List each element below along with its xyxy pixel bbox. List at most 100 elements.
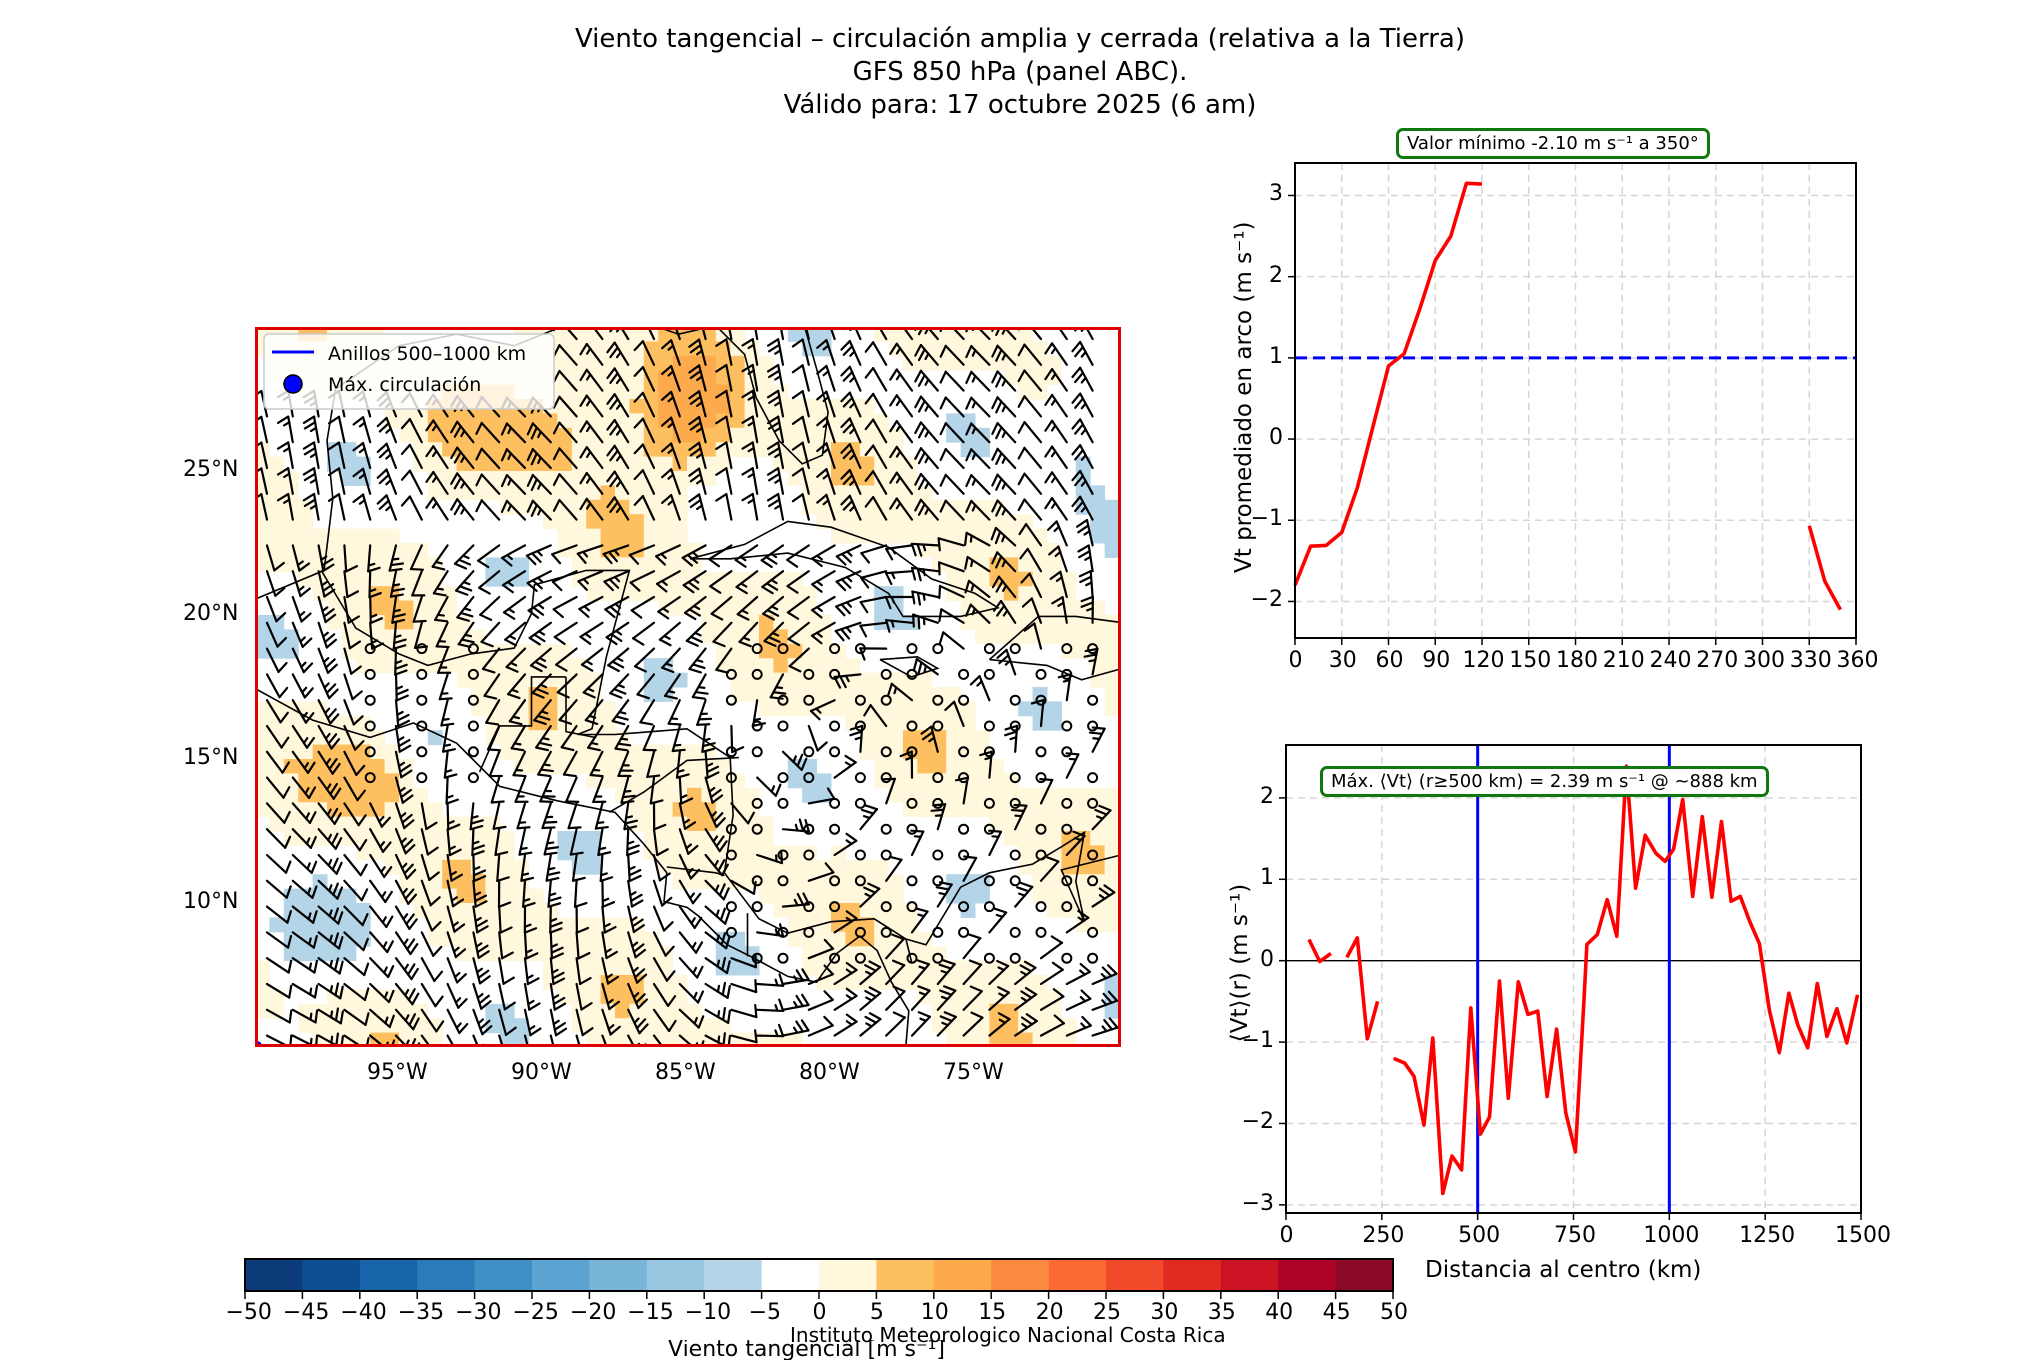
- colorbar-label: Viento tangencial [m s⁻¹]: [668, 1340, 946, 1360]
- y-tick-label: 2: [1269, 262, 1283, 288]
- x-tick-label: 210: [1602, 648, 1645, 673]
- lon-tick-75: 75°W: [943, 1060, 1004, 1085]
- colorbar-tick-label: −15: [627, 1300, 674, 1325]
- colorbar-tick-label: 5: [869, 1300, 884, 1325]
- lat-tick-20: 20°N: [183, 601, 239, 626]
- colorbar-cell: [876, 1259, 935, 1291]
- x-tick-label: 0: [1288, 648, 1303, 673]
- colorbar-tick-label: 25: [1093, 1300, 1121, 1325]
- y-tick-label: 1: [1269, 343, 1283, 369]
- lon-tick-95: 95°W: [367, 1060, 428, 1085]
- figure-title-line3: Válido para: 17 octubre 2025 (6 am): [783, 90, 1257, 120]
- colorbar-cell: [302, 1259, 361, 1291]
- series-line-segment-2: [1345, 936, 1380, 1041]
- arc-averaged-vt-chart: [1288, 162, 1857, 645]
- colorbar-tick-label: −25: [512, 1300, 559, 1325]
- colorbar-cell: [417, 1259, 476, 1291]
- lon-tick-80: 80°W: [799, 1060, 860, 1085]
- radial-vt-profile-chart: [1279, 744, 1862, 1220]
- colorbar-tick-label: −35: [397, 1300, 445, 1325]
- wind-barbs: [255, 327, 1119, 1047]
- x-tick-label: 250: [1362, 1223, 1405, 1248]
- colorbar-tick-label: −50: [225, 1300, 272, 1325]
- colorbar-tick-label: 50: [1380, 1300, 1408, 1325]
- colorbar-cell: [646, 1259, 705, 1291]
- x-tick-label: 180: [1556, 648, 1598, 673]
- x-tick-label: 60: [1375, 648, 1404, 673]
- map-frame: [255, 327, 1121, 1047]
- colorbar-cell: [359, 1259, 418, 1291]
- legend-rings-label: Anillos 500–1000 km: [328, 343, 526, 365]
- x-tick-label: 500: [1458, 1223, 1501, 1248]
- colorbar-tick-label: 35: [1207, 1300, 1236, 1325]
- y-tick-label: −2: [1241, 1109, 1274, 1135]
- y-tick-label: 1: [1260, 865, 1274, 891]
- colorbar-tick-label: 15: [978, 1300, 1007, 1325]
- colorbar-tick-label: −30: [455, 1300, 502, 1325]
- colorbar-tick-label: 10: [920, 1300, 949, 1325]
- map-legend: Anillos 500–1000 km Máx. circulación: [263, 333, 555, 410]
- y-tick-label: −2: [1250, 587, 1283, 613]
- series-line-segment-1: [1307, 938, 1332, 964]
- colorbar-cell: [1278, 1259, 1337, 1291]
- x-tick-label: 750: [1554, 1223, 1596, 1248]
- lower-chart-xlabel: Distancia al centro (km): [1425, 1257, 1702, 1283]
- colorbar-tick-label: 40: [1265, 1300, 1294, 1325]
- colorbar-tick-label: 20: [1035, 1300, 1064, 1325]
- x-tick-label: 90: [1422, 648, 1451, 673]
- x-tick-label: 0: [1279, 1223, 1294, 1248]
- credit-text: Instituto Meteorologico Nacional Costa R…: [790, 1323, 1226, 1347]
- colorbar-cell: [1106, 1259, 1164, 1291]
- colorbar-tick-label: 30: [1150, 1300, 1179, 1325]
- colorbar-cell: [704, 1259, 763, 1291]
- colorbar-cell: [1335, 1259, 1394, 1291]
- lon-tick-90: 90°W: [511, 1060, 572, 1085]
- y-tick-label: 3: [1269, 181, 1283, 207]
- colorbar-cell: [933, 1259, 992, 1291]
- x-tick-label: 240: [1649, 648, 1692, 673]
- colorbar-cell: [474, 1259, 533, 1291]
- y-tick-label: −1: [1241, 1028, 1274, 1054]
- x-tick-label: 1250: [1739, 1223, 1796, 1248]
- series-line-segment-3: [1392, 764, 1860, 1196]
- series-line-segment-2: [1807, 525, 1842, 611]
- colorbar-cell: [1220, 1259, 1279, 1291]
- y-tick-label: −3: [1241, 1190, 1274, 1216]
- max-circulation-legend-marker: [283, 374, 303, 394]
- colorbar-cell: [991, 1259, 1050, 1291]
- legend-max-label: Máx. circulación: [328, 374, 481, 396]
- lat-tick-10: 10°N: [183, 889, 239, 914]
- colorbar-cell: [761, 1259, 820, 1291]
- x-tick-label: 1500: [1835, 1223, 1891, 1248]
- x-tick-label: 270: [1696, 648, 1739, 673]
- figure-title-line2: GFS 850 hPa (panel ABC).: [852, 57, 1188, 87]
- lat-tick-25: 25°N: [183, 457, 239, 482]
- colorbar-tick-label: −10: [684, 1300, 732, 1325]
- colorbar-cell: [245, 1259, 303, 1291]
- x-tick-label: 30: [1328, 648, 1357, 673]
- colorbar: [244, 1258, 1394, 1299]
- y-tick-label: 2: [1260, 783, 1274, 809]
- x-tick-label: 1000: [1643, 1223, 1700, 1248]
- colorbar-tick-label: −40: [340, 1300, 387, 1325]
- colorbar-tick-label: −20: [569, 1300, 617, 1325]
- x-tick-label: 360: [1836, 648, 1879, 673]
- wind-map: Anillos 500–1000 km Máx. circulación: [255, 327, 1121, 1047]
- x-tick-label: 150: [1509, 648, 1552, 673]
- lon-tick-85: 85°W: [655, 1060, 716, 1085]
- lat-tick-15: 15°N: [183, 745, 239, 770]
- x-tick-label: 330: [1789, 648, 1832, 673]
- colorbar-cell: [819, 1259, 877, 1291]
- colorbar-tick-label: −5: [748, 1300, 782, 1325]
- colorbar-cell: [532, 1259, 590, 1291]
- colorbar-tick-label: 45: [1322, 1300, 1351, 1325]
- x-tick-label: 300: [1743, 648, 1785, 673]
- y-tick-label: 0: [1269, 425, 1283, 451]
- min-value-annotation: Valor mínimo -2.10 m s⁻¹ a 350°: [1396, 128, 1710, 159]
- figure-title-line1: Viento tangencial – circulación amplia y…: [574, 24, 1466, 54]
- colorbar-tick-label: 0: [812, 1300, 827, 1325]
- colorbar-cell: [1163, 1259, 1222, 1291]
- colorbar-tick-label: −45: [282, 1300, 330, 1325]
- colorbar-cell: [589, 1259, 648, 1291]
- map-shading: [255, 327, 1121, 1047]
